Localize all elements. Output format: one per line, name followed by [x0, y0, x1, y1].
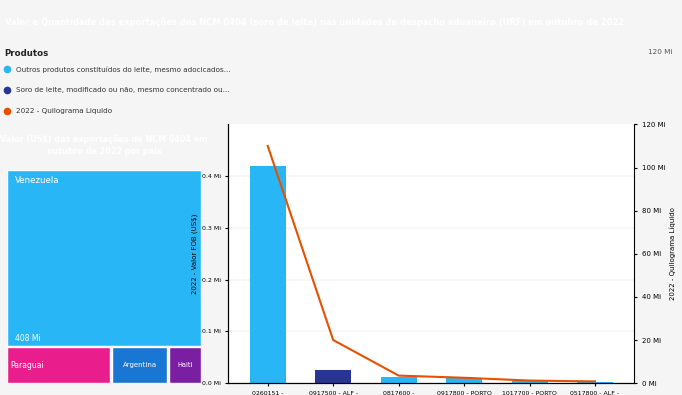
Text: 2022 - Quilograma Liquido: 2022 - Quilograma Liquido: [16, 108, 112, 114]
Text: Haiti: Haiti: [177, 362, 192, 368]
Text: Venezuela: Venezuela: [14, 176, 59, 185]
Bar: [250, 166, 286, 383]
Y-axis label: 2022 - Valor FOB (US$): 2022 - Valor FOB (US$): [191, 214, 198, 294]
Bar: [381, 377, 417, 383]
Bar: [168, 347, 201, 383]
Text: Valor e Quantidade das exportações dos NCM 0404 (soro de leite) nas unidades de : Valor e Quantidade das exportações dos N…: [5, 18, 625, 27]
Text: 408 Mi: 408 Mi: [14, 334, 40, 342]
Text: 120 Mi: 120 Mi: [649, 49, 672, 55]
Bar: [577, 382, 613, 383]
Bar: [7, 170, 201, 346]
Text: Argentina: Argentina: [123, 362, 157, 368]
Bar: [446, 378, 482, 383]
Text: Paraguai: Paraguai: [11, 361, 44, 369]
Text: Soro de leite, modificado ou não, mesmo concentrado ou...: Soro de leite, modificado ou não, mesmo …: [16, 87, 229, 94]
Text: Valor (US$) das exportações de NCM 0404 em
outubro de 2022 por pais: Valor (US$) das exportações de NCM 0404 …: [0, 135, 208, 156]
Bar: [315, 370, 351, 383]
Bar: [512, 381, 548, 383]
Y-axis label: 2022 - Quilograma Líquido: 2022 - Quilograma Líquido: [670, 207, 677, 300]
Text: Outros produtos constituídos do leite, mesmo adocicados...: Outros produtos constituídos do leite, m…: [16, 66, 231, 73]
Bar: [112, 347, 167, 383]
Text: Produtos: Produtos: [5, 49, 48, 58]
Bar: [7, 347, 110, 383]
